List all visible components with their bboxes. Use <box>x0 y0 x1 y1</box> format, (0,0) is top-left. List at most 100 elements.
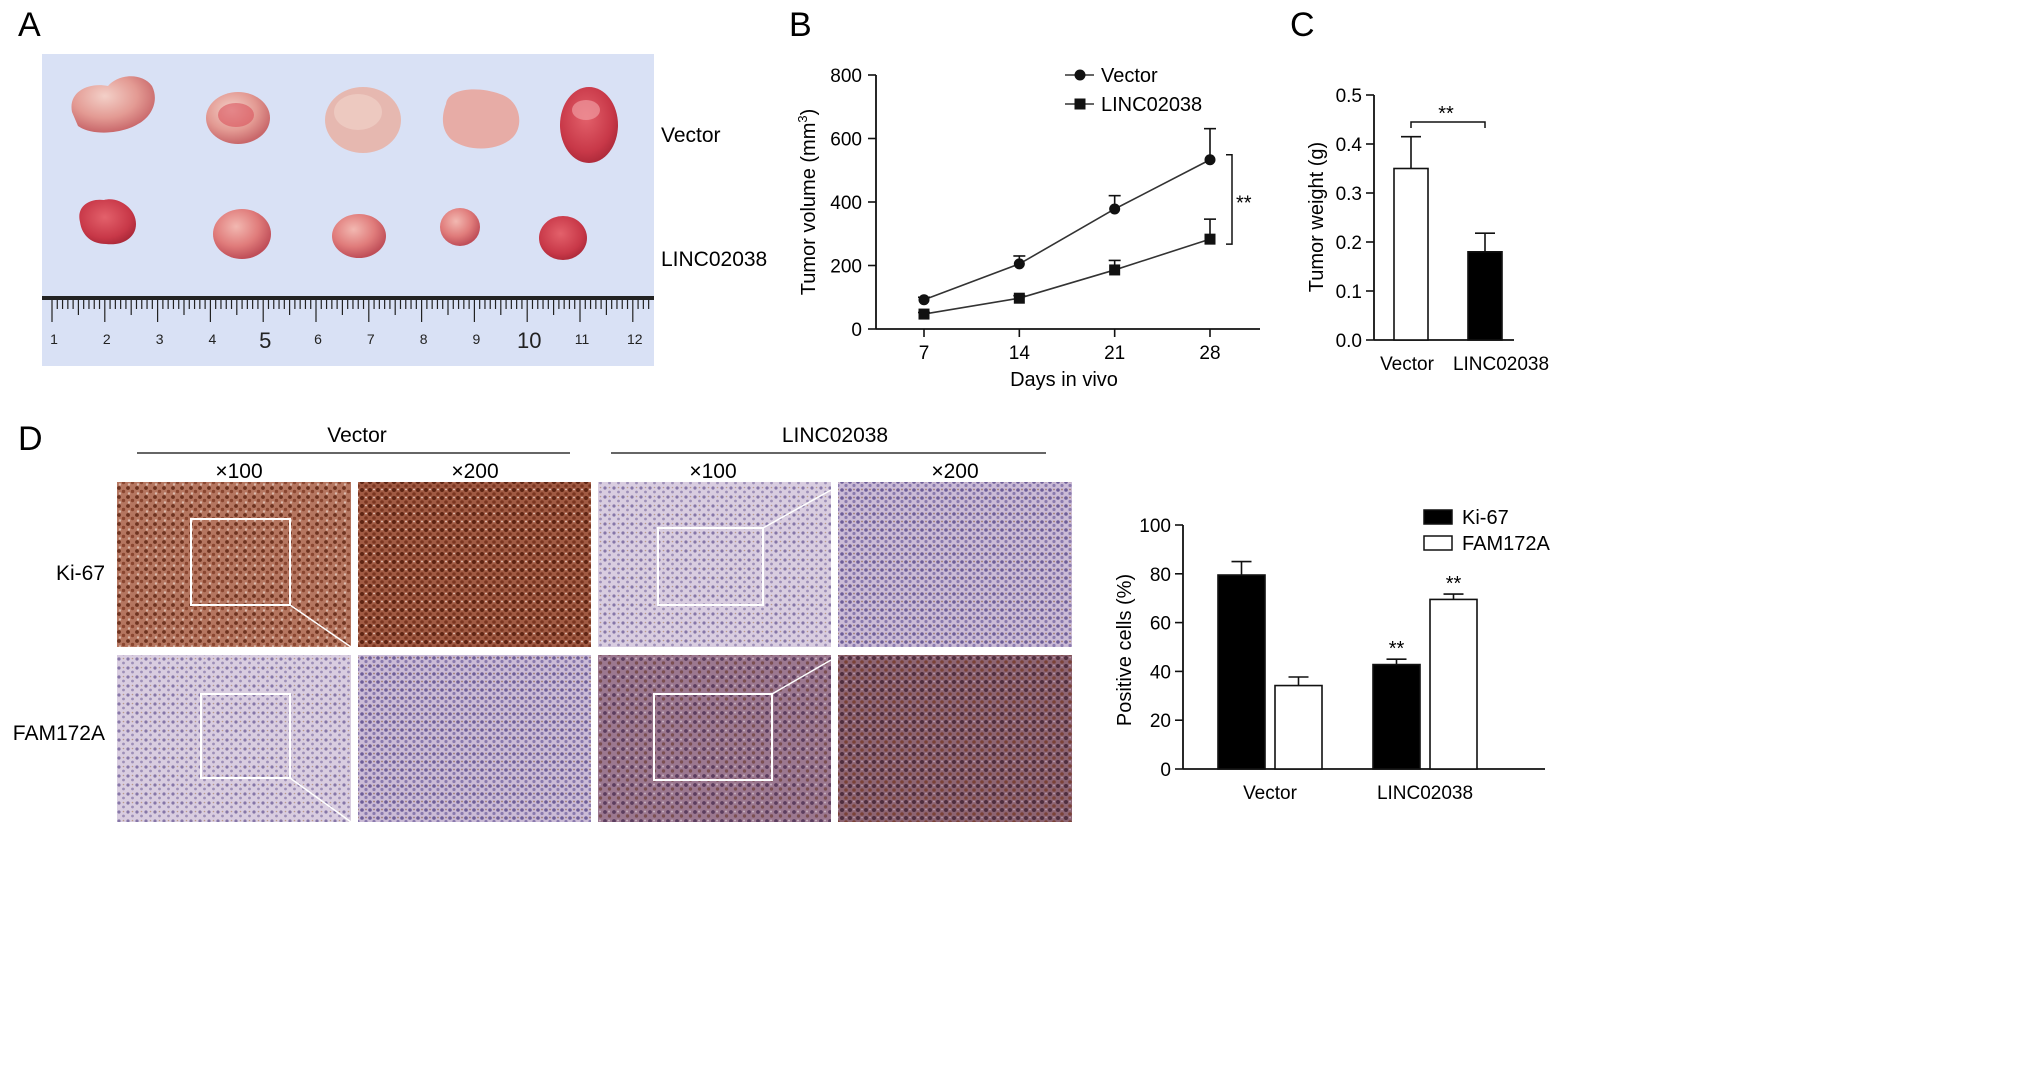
chart-b-point <box>1013 292 1025 304</box>
ruler-number: 3 <box>156 331 164 347</box>
chart-d-ytick-label: 0 <box>1160 760 1171 781</box>
ihc-image-ki67-vector-x200 <box>358 482 591 647</box>
chart-d-xtick-label: Vector <box>1243 783 1298 804</box>
photo-row-label-linc02038: LINC02038 <box>661 248 767 271</box>
chart-b-ytick-label: 800 <box>830 66 862 87</box>
ruler-number: 4 <box>209 331 217 347</box>
chart-b-xtick-label: 14 <box>1009 343 1031 364</box>
tumor-linc-1 <box>79 199 136 245</box>
vector-tumors <box>71 76 618 163</box>
chart-d-bar-fam172a-vector <box>1274 684 1323 770</box>
chart-b-ytick-label: 0 <box>851 320 862 341</box>
ihc-zoom-line <box>289 777 352 823</box>
ruler-number: 8 <box>420 331 428 347</box>
ihc-group-label-vector: Vector <box>327 424 387 447</box>
ihc-mag-label-2: ×200 <box>451 460 498 483</box>
ihc-zoom-box <box>657 527 764 606</box>
ihc-mag-label-3: ×100 <box>689 460 736 483</box>
chart-b-legend-marker <box>1074 98 1086 110</box>
ruler-number: 10 <box>517 328 541 353</box>
tumor-linc-2 <box>213 209 271 259</box>
chart-b-point <box>1204 233 1216 245</box>
chart-d-legend-swatch <box>1423 509 1453 525</box>
chart-c-ytick-label: 0.3 <box>1336 184 1362 205</box>
ihc-zoom-box <box>190 518 291 606</box>
chart-d-ytick-label: 60 <box>1150 614 1171 635</box>
tumor-linc-4 <box>440 208 480 246</box>
ruler-ticks <box>51 300 650 322</box>
panel-label-a: A <box>18 6 41 44</box>
chart-c-ytick-label: 0.0 <box>1336 331 1362 352</box>
chart-d-bar-ki-67-linc02038 <box>1372 663 1421 770</box>
positive-cells-chart: Positive cells (%) 0 20 40 60 80 100 Vector ** *… <box>1114 507 1550 804</box>
chart-d-significance: ** <box>1389 638 1405 660</box>
ihc-zoom-line <box>762 489 832 529</box>
chart-b-ytick-label: 200 <box>830 257 862 278</box>
ihc-mag-label-4: ×200 <box>931 460 978 483</box>
panel-label-c: C <box>1290 6 1315 44</box>
tumor-linc-3 <box>332 214 386 258</box>
chart-b-significance-bracket <box>1226 154 1233 245</box>
chart-c-significance: ** <box>1438 103 1454 125</box>
ruler-number: 12 <box>627 331 643 347</box>
ruler-number: 6 <box>314 331 322 347</box>
ruler-number: 5 <box>259 328 271 353</box>
chart-b-ylabel-close: ) <box>798 109 820 116</box>
chart-d-ylabel: Positive cells (%) <box>1114 574 1136 726</box>
chart-d-legend-swatch <box>1423 535 1453 551</box>
figure: A 1 2 3 4 5 6 7 8 9 10 11 12 Vector LINC <box>13 6 1550 823</box>
ihc-zoom-box <box>653 693 773 781</box>
chart-b-point <box>918 308 930 320</box>
tumor-volume-chart: Tumor volume (mm3) Days in vivo 0 200 400 6… <box>795 65 1260 391</box>
linc02038-tumors <box>79 199 587 260</box>
tumor-vector-1 <box>71 76 155 133</box>
chart-b-legend-label: Vector <box>1101 65 1158 87</box>
chart-b-ylabel-main: Tumor volume (mm <box>798 123 820 296</box>
ruler: 1 2 3 4 5 6 7 8 9 10 11 12 <box>42 296 654 353</box>
ihc-image-fam172a-linc-x200 <box>838 655 1072 822</box>
chart-b-point <box>1109 264 1121 276</box>
chart-b-legend-label: LINC02038 <box>1101 94 1202 116</box>
chart-b-xtick-label: 7 <box>919 343 930 364</box>
chart-b-ytick-label: 600 <box>830 130 862 151</box>
ruler-number: 1 <box>50 331 58 347</box>
chart-c-ylabel: Tumor weight (g) <box>1306 142 1328 292</box>
tumor-weight-chart: Tumor weight (g) 0.0 0.1 0.2 0.3 0.4 0.5 Vecto… <box>1306 86 1549 375</box>
chart-d-legend-label: Ki-67 <box>1462 507 1509 529</box>
chart-b-point <box>918 294 930 306</box>
chart-b-line-linc02038 <box>923 238 1211 315</box>
chart-d-ytick-label: 20 <box>1150 711 1171 732</box>
chart-c-bar-vector <box>1393 167 1429 341</box>
chart-d-significance: ** <box>1446 573 1462 595</box>
ihc-zoom-box <box>200 693 291 779</box>
chart-c-significance-bracket <box>1410 121 1486 128</box>
chart-d-ytick-label: 40 <box>1150 662 1171 683</box>
chart-b-significance: ** <box>1236 192 1252 214</box>
ihc-row-label-ki67: Ki-67 <box>56 562 105 585</box>
chart-d-ytick-label: 100 <box>1139 516 1171 537</box>
chart-b-point <box>1204 154 1216 166</box>
chart-b-ylabel: Tumor volume (mm3) <box>795 109 820 296</box>
chart-b-ytick-label: 400 <box>830 193 862 214</box>
tumor-vector-2-highlight <box>218 103 254 127</box>
tumor-vector-5 <box>560 87 618 163</box>
tumor-linc-5 <box>539 216 587 260</box>
ihc-image-ki67-linc-x100 <box>598 482 831 647</box>
chart-c-xtick-label: LINC02038 <box>1453 354 1549 375</box>
chart-c-ytick-label: 0.2 <box>1336 233 1362 254</box>
panel-label-b: B <box>789 6 812 44</box>
tumor-vector-5-highlight <box>572 100 600 120</box>
ruler-numbers: 1 2 3 4 5 6 7 8 9 10 11 12 <box>50 328 643 353</box>
chart-d-xtick-label: LINC02038 <box>1377 783 1473 804</box>
photo-row-label-vector: Vector <box>661 124 721 147</box>
ihc-image-fam172a-vector-x200 <box>358 655 591 822</box>
ihc-zoom-line <box>771 659 832 695</box>
ruler-number: 2 <box>103 331 111 347</box>
ruler-number: 9 <box>473 331 481 347</box>
ihc-image-ki67-linc-x200 <box>838 482 1072 647</box>
panel-label-d: D <box>18 420 43 458</box>
tumor-vector-3-highlight <box>334 94 382 130</box>
ihc-mag-label-1: ×100 <box>215 460 262 483</box>
tumor-vector-4 <box>442 89 520 149</box>
chart-b-xtick-label: 28 <box>1199 343 1220 364</box>
